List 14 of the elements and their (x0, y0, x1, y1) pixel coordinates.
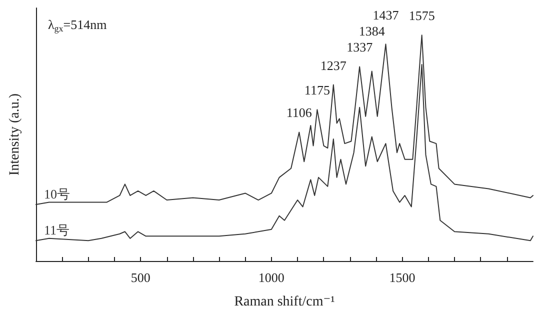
annotation: 1437 (372, 8, 400, 23)
series-label: 11号 (44, 222, 70, 238)
annotation: 1106 (286, 105, 312, 120)
annotation: 1175 (304, 82, 330, 98)
y-axis-title: Intensity (a.u.) (8, 93, 22, 176)
x-axis-title: Raman shift/cm⁻¹ (234, 294, 335, 310)
x-tick-label: 1500 (389, 270, 416, 285)
x-tick-label: 1000 (258, 270, 284, 285)
x-tick-label: 500 (130, 270, 150, 285)
annotation: 1237 (320, 58, 347, 73)
annotation: 1384 (358, 24, 386, 39)
series-label: 10号 (44, 186, 70, 202)
annotation: 1575 (408, 8, 435, 24)
annotation: 1337 (346, 40, 374, 55)
